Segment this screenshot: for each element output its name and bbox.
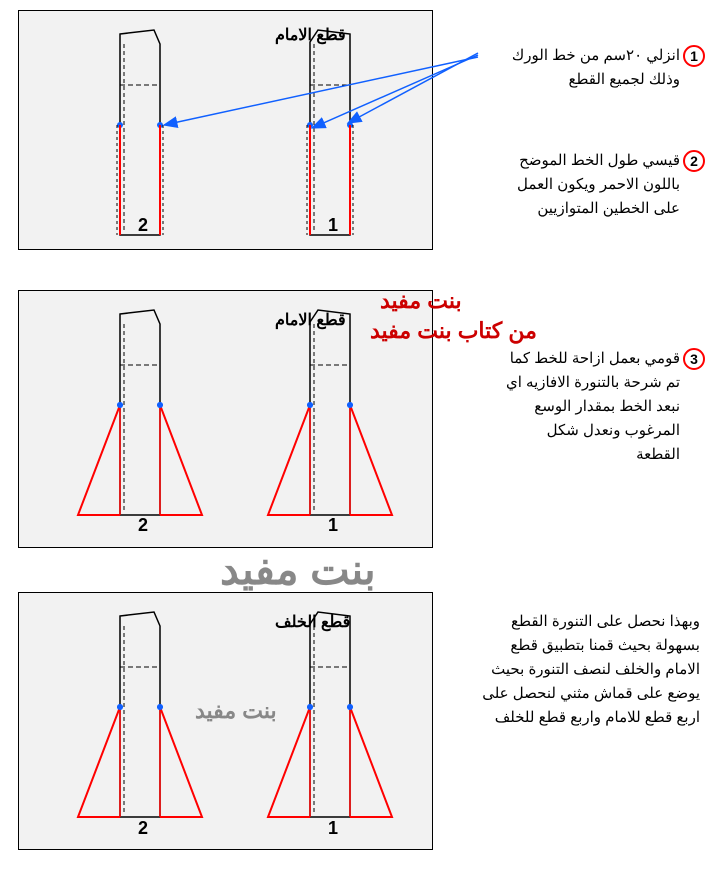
watermark-red-1: بنت مفيد	[380, 288, 462, 314]
step-text-1: انزلي ٢٠سم من خط الورك وذلك لجميع القطع	[495, 44, 680, 92]
step-text-3: قومي بعمل ازاحة للخط كما تم شرحة بالتنور…	[500, 347, 680, 467]
piece-number: 2	[138, 818, 148, 839]
watermark-red-2: من كتاب بنت مفيد	[370, 318, 537, 344]
piece-number: 1	[328, 818, 338, 839]
watermark-gray-1: بنت مفيد	[220, 545, 376, 594]
piece-number: 2	[138, 215, 148, 236]
step-number-2: 2	[683, 150, 705, 172]
piece-number: 1	[328, 515, 338, 536]
step-number-1: 1	[683, 45, 705, 67]
piece-number: 2	[138, 515, 148, 536]
paragraph-text: وبهذا نحصل على التنورة القطع بسهولة بحيث…	[472, 610, 700, 730]
step-text-2: قيسي طول الخط الموضح باللون الاحمر ويكون…	[495, 149, 680, 221]
piece-number: 1	[328, 215, 338, 236]
step-number-3: 3	[683, 348, 705, 370]
watermark-gray-2: بنت مفيد	[195, 698, 277, 724]
